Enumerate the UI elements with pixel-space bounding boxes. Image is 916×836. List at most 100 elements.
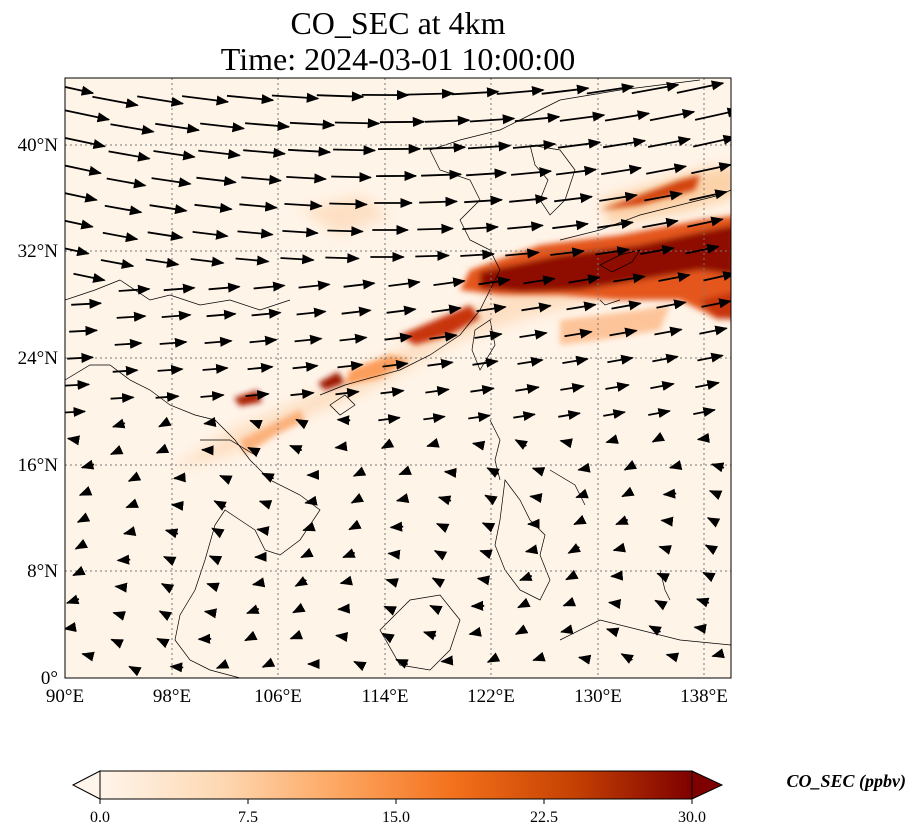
wind-arrow <box>206 582 220 593</box>
wind-arrow <box>181 95 230 106</box>
wind-arrow <box>157 364 184 375</box>
wind-arrow <box>204 336 233 347</box>
wind-arrow <box>172 472 186 483</box>
wind-arrow <box>424 115 471 126</box>
wind-arrow <box>65 85 95 96</box>
wind-arrow <box>388 278 421 289</box>
wind-arrow <box>437 495 452 506</box>
wind-vectors <box>65 80 731 677</box>
wind-arrow <box>246 604 260 615</box>
wind-arrow <box>118 284 151 295</box>
lon-tick-label: 98°E <box>153 686 191 707</box>
wind-arrow <box>325 253 360 264</box>
colorbar-tick-label: 30.0 <box>678 809 706 826</box>
wind-arrow <box>613 273 646 284</box>
wind-arrow <box>395 658 409 669</box>
wind-arrow <box>559 438 573 449</box>
colorbar-tick-label: 0.0 <box>90 809 110 826</box>
wind-arrow <box>470 384 495 395</box>
wind-arrow <box>468 412 491 423</box>
wind-arrow <box>531 467 546 477</box>
wind-arrow <box>190 256 225 267</box>
wind-arrow <box>71 298 103 309</box>
wind-arrow <box>685 243 720 255</box>
wind-arrow <box>298 280 331 291</box>
wind-arrow <box>202 363 229 374</box>
wind-arrow <box>65 109 111 123</box>
wind-arrow <box>607 598 622 609</box>
wind-arrow <box>662 488 677 499</box>
wind-arrow <box>247 362 274 373</box>
wind-arrow <box>110 123 155 135</box>
wind-arrow <box>505 248 540 259</box>
wind-arrow <box>110 392 135 404</box>
wind-arrow <box>81 651 95 662</box>
wind-arrow <box>509 194 549 205</box>
wind-arrow <box>335 387 360 398</box>
wind-arrow <box>383 605 397 616</box>
wind-arrow <box>565 569 579 581</box>
wind-arrow <box>623 459 638 471</box>
wind-arrow <box>602 137 647 149</box>
lat-tick-labels: 0° 8°N 16°N 24°N 32°N 40°N <box>18 135 59 689</box>
wind-arrow <box>599 191 638 202</box>
wind-arrow <box>610 570 624 581</box>
wind-arrow <box>337 603 351 614</box>
wind-arrow <box>658 272 691 283</box>
wind-arrow <box>200 390 225 402</box>
wind-arrow <box>145 257 180 268</box>
wind-arrow <box>701 298 731 309</box>
wind-arrow <box>122 526 137 536</box>
wind-arrow <box>158 416 172 428</box>
wind-arrow <box>208 555 223 566</box>
wind-arrow <box>256 526 270 537</box>
wind-arrow <box>102 231 139 243</box>
wind-arrow <box>69 325 99 336</box>
wind-arrow <box>342 548 356 559</box>
wind-arrow <box>484 494 498 506</box>
wind-arrow <box>474 330 503 341</box>
wind-arrow <box>378 414 401 425</box>
wind-arrow <box>65 379 91 391</box>
wind-arrow <box>151 177 192 188</box>
wind-arrow <box>116 311 147 322</box>
wind-arrow <box>471 440 486 451</box>
wind-arrow <box>517 356 544 367</box>
wind-arrow <box>511 167 553 178</box>
wind-arrow <box>249 419 263 430</box>
wind-arrow <box>521 302 552 313</box>
wind-arrow <box>514 112 561 123</box>
wind-arrow <box>595 246 630 257</box>
wind-arrow <box>605 627 620 638</box>
wind-arrow <box>612 542 627 553</box>
wind-arrow <box>552 220 589 231</box>
wind-arrow <box>304 495 318 506</box>
wind-arrow <box>562 355 589 366</box>
wind-arrow <box>200 122 246 133</box>
wind-arrow <box>419 196 459 207</box>
wind-arrow <box>601 164 643 175</box>
wind-arrow <box>294 576 308 587</box>
wind-arrow <box>198 149 241 160</box>
wind-arrow <box>170 500 184 511</box>
wind-arrow <box>352 466 367 477</box>
wind-arrow <box>72 565 86 577</box>
wind-arrow <box>689 189 728 201</box>
wind-arrow <box>406 88 455 99</box>
wind-arrow <box>149 204 188 215</box>
wind-arrow <box>164 528 179 539</box>
lon-tick-label: 90°E <box>46 686 84 707</box>
wind-arrow <box>429 604 443 616</box>
wind-arrow <box>693 134 731 148</box>
wind-arrow <box>460 249 495 260</box>
wind-arrow <box>644 190 683 202</box>
wind-arrow <box>702 571 716 583</box>
wind-arrow <box>431 577 446 589</box>
wind-arrow <box>292 361 319 372</box>
wind-arrow <box>496 85 545 96</box>
wind-arrow <box>696 432 710 443</box>
wind-arrow <box>163 283 196 294</box>
wind-arrow <box>290 388 315 399</box>
wind-arrow <box>125 498 139 509</box>
wind-arrow <box>693 407 716 418</box>
